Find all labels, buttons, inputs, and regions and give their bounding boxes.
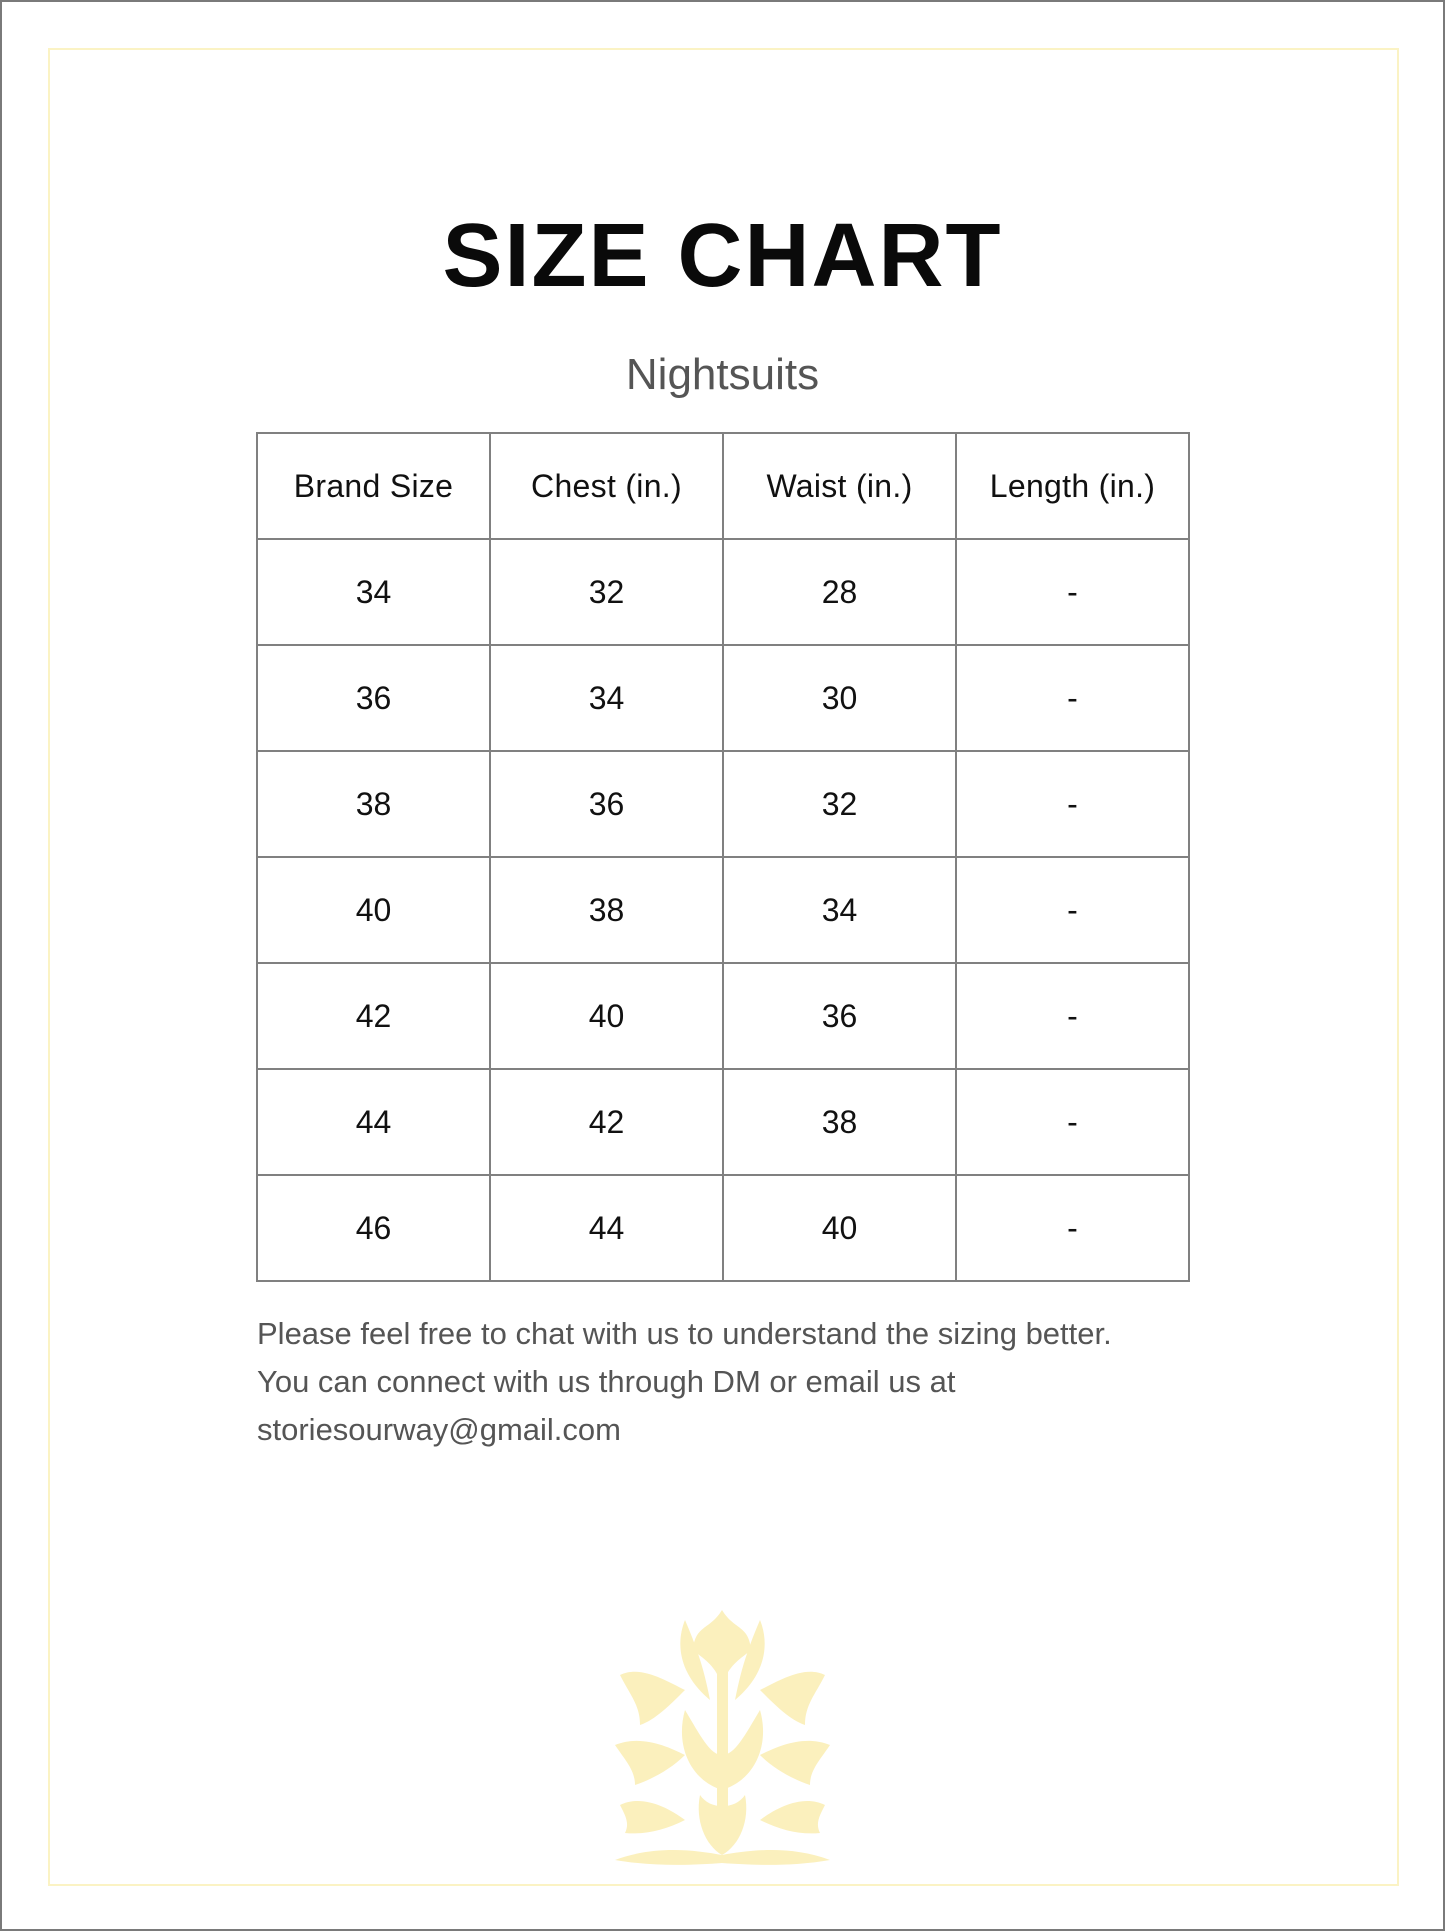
- table-row: 40 38 34-: [256, 856, 1190, 964]
- cell-brand-size: 38: [256, 750, 491, 858]
- cell-waist: 38: [722, 1068, 957, 1176]
- cell-brand-size: 42: [256, 962, 491, 1070]
- header-waist: Waist (in.): [722, 432, 957, 540]
- note-line: You can connect with us through DM or em…: [257, 1364, 956, 1399]
- cell-brand-size: 34: [256, 538, 491, 646]
- cell-length: -: [955, 856, 1190, 964]
- cell-waist: 34: [722, 856, 957, 964]
- size-table: Brand Size Chest (in.) Waist (in.) Lengt…: [256, 432, 1190, 1282]
- cell-length: -: [955, 538, 1190, 646]
- cell-length: -: [955, 750, 1190, 858]
- table-row: 46 44 40-: [256, 1174, 1190, 1282]
- table-row: 36 34 30-: [256, 644, 1190, 752]
- cell-length: -: [955, 1068, 1190, 1176]
- cell-brand-size: 40: [256, 856, 491, 964]
- cell-chest: 42: [489, 1068, 724, 1176]
- table-row: 44 42 38-: [256, 1068, 1190, 1176]
- cell-chest: 44: [489, 1174, 724, 1282]
- note-email: storiesourway@gmail.com: [257, 1412, 621, 1447]
- cell-chest: 38: [489, 856, 724, 964]
- cell-chest: 36: [489, 750, 724, 858]
- header-chest: Chest (in.): [489, 432, 724, 540]
- cell-chest: 34: [489, 644, 724, 752]
- table-row: 38 36 32-: [256, 750, 1190, 858]
- sizing-note: Please feel free to chat with us to unde…: [257, 1310, 1257, 1454]
- cell-waist: 36: [722, 962, 957, 1070]
- header-brand-size: Brand Size: [256, 432, 491, 540]
- table-row: 34 32 28-: [256, 538, 1190, 646]
- cell-length: -: [955, 962, 1190, 1070]
- floral-ornament-icon: [615, 1610, 830, 1865]
- header-length: Length (in.): [955, 432, 1190, 540]
- cell-chest: 40: [489, 962, 724, 1070]
- cell-brand-size: 44: [256, 1068, 491, 1176]
- page-title: SIZE CHART: [442, 206, 1003, 306]
- cell-brand-size: 36: [256, 644, 491, 752]
- note-line: Please feel free to chat with us to unde…: [257, 1316, 1112, 1351]
- page-subtitle: Nightsuits: [625, 350, 820, 399]
- table-row: 42 40 36-: [256, 962, 1190, 1070]
- cell-length: -: [955, 644, 1190, 752]
- cell-waist: 28: [722, 538, 957, 646]
- page-inner-border: [48, 48, 1399, 1886]
- cell-waist: 32: [722, 750, 957, 858]
- cell-length: -: [955, 1174, 1190, 1282]
- cell-brand-size: 46: [256, 1174, 491, 1282]
- cell-chest: 32: [489, 538, 724, 646]
- cell-waist: 40: [722, 1174, 957, 1282]
- table-header-row: Brand Size Chest (in.) Waist (in.) Lengt…: [256, 432, 1190, 540]
- cell-waist: 30: [722, 644, 957, 752]
